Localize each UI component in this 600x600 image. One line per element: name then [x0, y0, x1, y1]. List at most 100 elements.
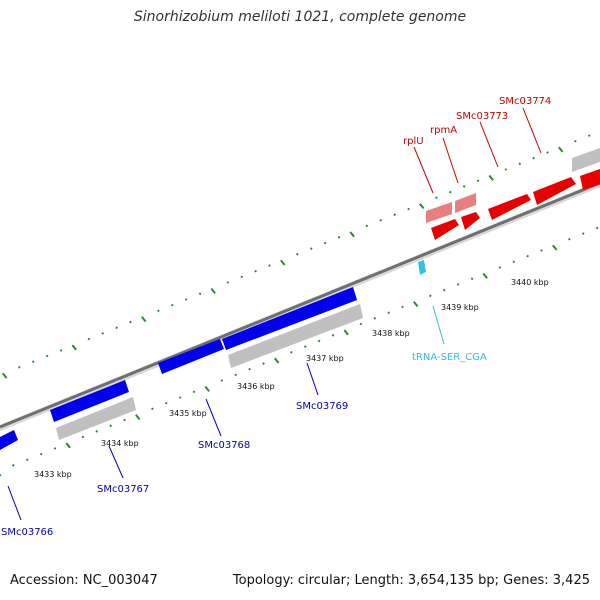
gene-arrow-rplU-upper[interactable] [426, 202, 452, 223]
ruler-tick [413, 301, 419, 308]
ruler-tick [429, 294, 432, 298]
gene-arrow-SMc03769[interactable] [222, 287, 357, 350]
gene-label-SMc03768[interactable]: SMc03768 [198, 440, 250, 451]
ruler-tick [401, 305, 404, 309]
ruler-tick [25, 458, 29, 462]
ruler-tick [518, 162, 522, 166]
callout-line-SMc03767 [108, 445, 124, 479]
callout-line-rplU [413, 146, 434, 194]
ruler-tick [568, 237, 571, 241]
ruler-tick [498, 266, 502, 269]
gene-arrow-next[interactable] [580, 169, 600, 190]
trna-marker[interactable] [418, 260, 426, 275]
ruler-tick [81, 435, 85, 439]
trna-label[interactable]: tRNA-SER_CGA [412, 352, 487, 363]
gene-arrow-SMc03766[interactable] [0, 430, 18, 450]
ruler-tick [135, 414, 141, 421]
gene-label-SMc03767[interactable]: SMc03767 [97, 484, 149, 495]
ruler-tick [407, 207, 410, 211]
ruler-tick [12, 463, 15, 467]
ruler-tick [387, 311, 390, 315]
callout-line-trna [432, 305, 445, 345]
ruler-tick [512, 260, 516, 264]
ruler-tick [95, 430, 99, 433]
callout-line-SMc03769 [306, 362, 319, 396]
ruler-tick [2, 372, 8, 379]
accession-text: Accession: NC_003047 [10, 573, 158, 588]
gene-label-rpmA[interactable]: rpmA [430, 125, 457, 136]
gene-label-SMc03769[interactable]: SMc03769 [296, 401, 348, 412]
gene-arrow-SMc03773[interactable] [488, 194, 531, 220]
ruler-tick [349, 231, 355, 238]
ruler-tick [435, 196, 438, 200]
ruler-tick [53, 447, 57, 450]
ruler-tick [170, 303, 174, 307]
gene-arrow-SMc03767[interactable] [50, 380, 129, 422]
ruler-tick [129, 320, 132, 324]
gene-label-rplU[interactable]: rplU [403, 136, 424, 147]
cds-gray-SMc03769[interactable] [228, 304, 363, 368]
ruler-tick [504, 168, 508, 171]
cds-gray-next[interactable] [572, 148, 600, 172]
ruler-tick [476, 179, 480, 183]
ruler-tick [109, 424, 112, 428]
callout-line-SMc03773 [479, 121, 499, 168]
gene-arrow-SMc03768[interactable] [158, 339, 224, 374]
ruler-tick [419, 203, 425, 210]
ruler-label: 3435 kbp [169, 409, 207, 418]
ruler-tick [178, 396, 182, 399]
ruler-label: 3434 kbp [101, 439, 139, 448]
tick-rows [0, 134, 599, 477]
ruler-tick [331, 333, 335, 337]
gene-arrow-SMc03774[interactable] [533, 177, 576, 205]
ruler-tick [317, 339, 321, 343]
ruler-tick [526, 254, 529, 258]
ruler-tick [101, 332, 105, 335]
ruler-tick [448, 190, 452, 194]
ruler-tick [290, 350, 293, 354]
ruler-tick [59, 349, 63, 352]
ruler-tick [18, 365, 21, 369]
ruler-tick [359, 322, 363, 326]
ruler-tick [373, 317, 377, 320]
ruler-tick [204, 385, 210, 392]
ruler-label: 3437 kbp [306, 354, 344, 363]
ruler-tick [379, 219, 383, 222]
ruler-tick [248, 367, 251, 371]
ruler-tick [280, 259, 286, 266]
ruler-tick [192, 390, 196, 394]
ruler-tick [65, 442, 71, 449]
ruler-tick [337, 235, 341, 239]
ruler-tick [456, 283, 460, 286]
ruler-tick [581, 232, 585, 235]
ruler-tick [240, 275, 244, 279]
gene-label-SMc03773[interactable]: SMc03773 [456, 111, 508, 122]
ruler-tick [123, 418, 126, 422]
gene-arrow-rpmA[interactable] [461, 212, 480, 230]
ruler-tick [262, 362, 265, 365]
ruler-tick [164, 401, 168, 405]
ruler-tick [31, 360, 35, 364]
ruler-tick [393, 213, 396, 217]
ruler-tick [595, 226, 599, 230]
reverse-gene-track [0, 287, 363, 450]
ruler-tick [303, 345, 307, 348]
ruler-tick [254, 269, 257, 273]
gene-label-SMc03774[interactable]: SMc03774 [499, 96, 551, 107]
ruler-tick [87, 337, 91, 341]
ruler-tick [323, 241, 327, 245]
ruler-tick [234, 373, 238, 377]
gene-arrow-rplU[interactable] [431, 219, 459, 240]
ruler-tick [309, 247, 313, 250]
cds-gray-SMc03767[interactable] [56, 397, 136, 440]
callout-line-SMc03768 [205, 398, 222, 437]
ruler-label: 3440 kbp [511, 278, 549, 287]
ruler-tick [0, 473, 2, 477]
ruler-label: 3436 kbp [237, 382, 275, 391]
gene-label-SMc03766[interactable]: SMc03766 [1, 527, 53, 538]
ruler-tick [470, 277, 474, 281]
ruler-tick [220, 379, 224, 382]
ruler-tick [343, 329, 349, 336]
gene-arrow-rpmA-upper[interactable] [455, 193, 476, 213]
